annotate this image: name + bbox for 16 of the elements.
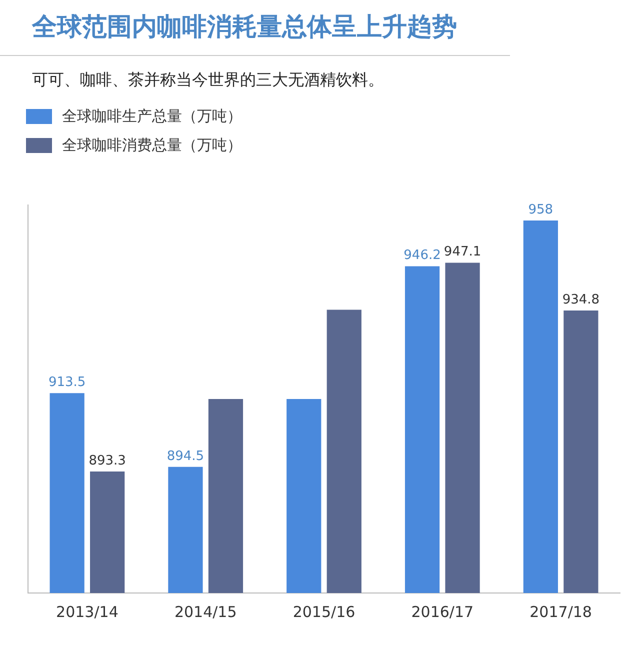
chart-subtitle: 可可、咖啡、茶并称当今世界的三大无酒精饮料。 (31, 69, 385, 91)
data-label: 958 (528, 202, 554, 218)
data-label: 946.2 (404, 248, 441, 264)
legend-label: 全球咖啡生产总量（万吨） (62, 107, 242, 126)
legend-label: 全球咖啡消费总量（万吨） (62, 136, 242, 155)
x-tick-label: 2016/17 (411, 602, 474, 621)
x-tick-label: 2017/18 (530, 602, 592, 621)
x-tick-label: 2013/14 (56, 602, 118, 621)
data-label: 913.5 (48, 375, 86, 390)
data-label: 934.8 (562, 292, 600, 308)
data-label: 894.5 (166, 448, 204, 464)
data-label: 947.1 (444, 244, 482, 260)
x-tick-label: 2014/15 (174, 602, 237, 621)
data-label: 893.3 (88, 453, 126, 468)
chart-title: 全球范围内咖啡消耗量总体呈上升趋势 (0, 0, 510, 56)
x-tick-label: 2015/16 (292, 602, 356, 621)
